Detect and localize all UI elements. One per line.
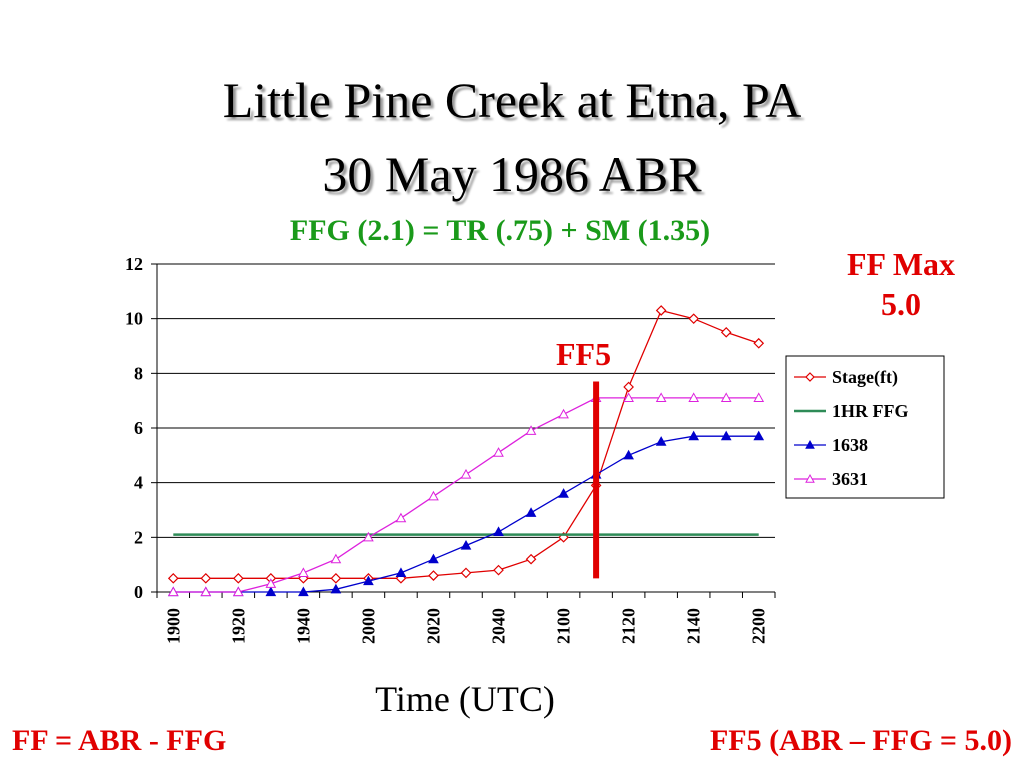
- legend-entry-label: Stage(ft): [832, 367, 898, 388]
- data-point-marker: [265, 578, 277, 588]
- data-point-marker: [623, 381, 634, 393]
- data-point-marker: [232, 586, 244, 597]
- data-point-marker: [805, 372, 815, 382]
- y-tick-label: 8: [134, 363, 143, 383]
- data-point-marker: [805, 473, 815, 483]
- data-point-marker: [298, 567, 309, 577]
- data-point-marker: [395, 512, 407, 523]
- y-tick-label: 12: [125, 254, 143, 274]
- slide-title-line2: 30 May 1986 ABR: [322, 146, 702, 202]
- legend-entry-label: 1HR FFG: [832, 401, 909, 421]
- data-point-marker: [525, 425, 537, 435]
- data-point-marker: [688, 392, 700, 403]
- series-line: [173, 309, 759, 579]
- data-point-marker: [558, 488, 569, 498]
- x-tick-label: 1900: [163, 608, 183, 644]
- data-point-marker: [167, 572, 179, 584]
- x-tick-label: 2140: [684, 608, 704, 644]
- data-point-marker: [805, 439, 815, 449]
- data-point-marker: [753, 430, 765, 441]
- data-point-marker: [330, 572, 342, 584]
- footer-left-formula: FF = ABR - FFG: [12, 724, 227, 757]
- x-tick-label: 2120: [619, 608, 639, 644]
- data-point-marker: [428, 553, 439, 564]
- data-point-marker: [232, 572, 244, 584]
- data-point-marker: [395, 567, 407, 577]
- data-point-marker: [265, 586, 277, 597]
- y-tick-label: 10: [125, 309, 143, 329]
- data-point-marker: [688, 313, 700, 325]
- ff-max-label: FF Max 5.0: [836, 244, 966, 324]
- x-tick-label: 2200: [749, 608, 769, 644]
- x-tick-label: 1940: [293, 608, 313, 644]
- data-point-marker: [688, 430, 700, 441]
- data-point-marker: [167, 586, 179, 597]
- y-tick-label: 4: [134, 473, 143, 493]
- legend-box: [785, 355, 945, 499]
- data-point-marker: [623, 392, 634, 403]
- y-tick-label: 0: [134, 582, 143, 602]
- x-axis-label: Time (UTC): [375, 679, 555, 719]
- series-line: [173, 397, 759, 593]
- legend-entry-label: 1638: [832, 435, 868, 455]
- data-point-marker: [363, 531, 374, 542]
- data-point-marker: [493, 526, 504, 536]
- data-point-marker: [753, 337, 765, 349]
- x-tick-label: 2000: [358, 608, 378, 644]
- y-tick-label: 6: [134, 418, 143, 438]
- data-point-marker: [460, 540, 472, 550]
- x-tick-label: 1920: [228, 608, 248, 644]
- data-point-marker: [720, 430, 732, 441]
- data-point-marker: [330, 553, 342, 564]
- x-tick-label: 2040: [489, 608, 509, 644]
- footer-right-formula: FF5 (ABR – FFG = 5.0): [709, 724, 1012, 757]
- data-point-marker: [655, 392, 667, 403]
- data-point-marker: [525, 507, 537, 517]
- data-point-marker: [298, 586, 309, 597]
- data-point-marker: [655, 305, 667, 316]
- data-point-marker: [720, 326, 732, 338]
- chart-series: [167, 305, 765, 597]
- data-point-marker: [428, 490, 439, 501]
- legend-entry-label: 3631: [832, 469, 868, 489]
- x-tick-label: 2020: [423, 608, 443, 644]
- data-point-marker: [200, 586, 212, 597]
- data-point-marker: [460, 468, 472, 479]
- data-point-marker: [330, 583, 342, 594]
- slide-title-line1: Little Pine Creek at Etna, PA: [222, 72, 802, 128]
- data-point-marker: [493, 447, 504, 457]
- data-point-marker: [363, 575, 374, 586]
- x-tick-label: 2100: [554, 608, 574, 644]
- ff-max-title: FF Max: [846, 246, 956, 282]
- ff-max-value: 5.0: [881, 286, 921, 322]
- data-point-marker: [753, 392, 765, 403]
- chart-legend: Stage(ft) 1HR FFG 1638 3631: [785, 355, 945, 499]
- data-point-marker: [493, 564, 504, 576]
- data-point-marker: [428, 570, 439, 581]
- data-point-marker: [525, 553, 537, 565]
- data-point-marker: [460, 567, 472, 579]
- data-point-marker: [200, 572, 212, 584]
- ff5-label: FF5: [556, 336, 612, 372]
- chart-axes: 0 2 4 6 8 10 12 1900 1920 1940 2000 2020 2040 2100 212…: [125, 254, 776, 644]
- ffg-equation: FFG (2.1) = TR (.75) + SM (1.35): [289, 214, 711, 247]
- data-point-marker: [720, 392, 732, 403]
- y-tick-label: 2: [134, 527, 143, 547]
- chart-gridlines: [157, 263, 775, 538]
- data-point-marker: [655, 436, 667, 446]
- data-point-marker: [558, 408, 569, 419]
- data-point-marker: [623, 449, 634, 460]
